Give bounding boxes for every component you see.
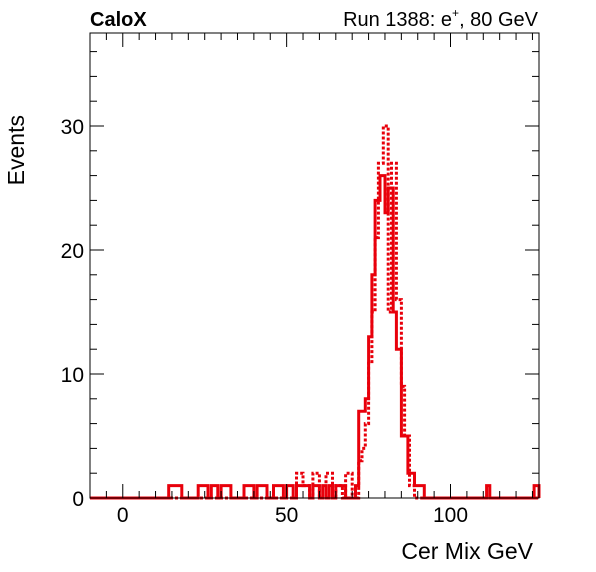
run-label-sup: + <box>452 6 459 20</box>
x-tick-label: 0 <box>117 504 129 527</box>
ticks-layer: 0 50 100 0 10 20 30 <box>61 33 539 527</box>
y-tick-label: 10 <box>61 364 84 387</box>
histogram-dotted <box>90 124 539 500</box>
plot-frame <box>89 32 540 499</box>
run-label-suffix: , 80 GeV <box>459 9 539 31</box>
y-tick-label: 20 <box>61 240 84 263</box>
brand-label: CaloX <box>90 9 147 31</box>
x-tick-label: 50 <box>275 504 298 527</box>
x-tick-label: 100 <box>433 504 468 527</box>
y-tick-label: 30 <box>61 116 84 139</box>
x-axis-label: Cer Mix GeV <box>401 538 533 564</box>
run-label: Run 1388: e+, 80 GeV <box>343 6 539 31</box>
y-tick-label: 0 <box>72 488 84 511</box>
run-label-text: Run 1388: e <box>343 9 452 31</box>
y-axis-label: Events <box>3 115 29 185</box>
